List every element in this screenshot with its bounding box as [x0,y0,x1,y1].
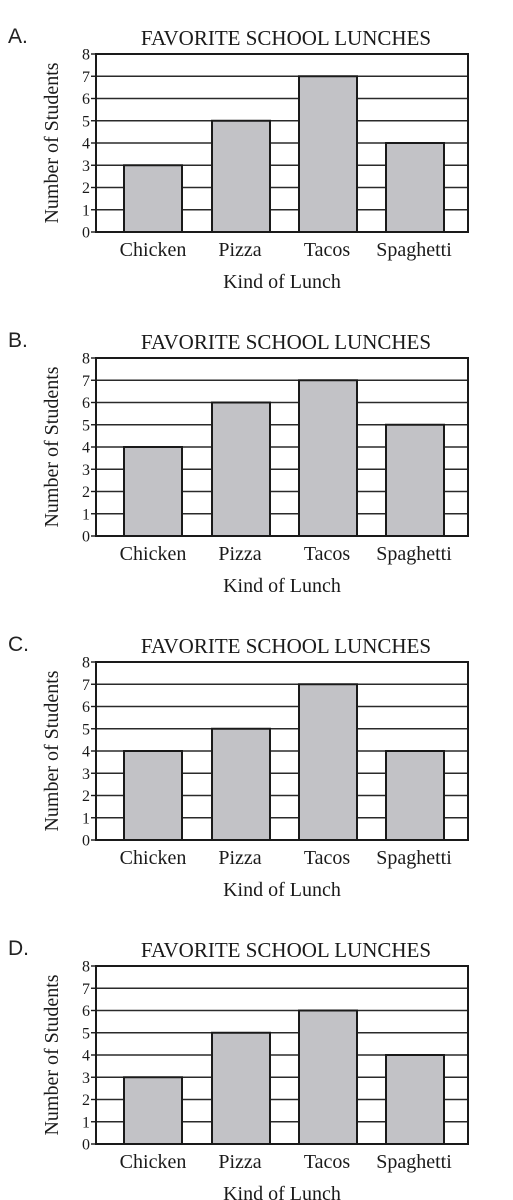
y-tick-label: 6 [82,91,90,108]
y-tick-label: 0 [82,529,90,546]
x-category-label: Tacos [304,239,351,261]
y-tick-label: 1 [82,506,90,523]
y-axis-label: Number of Students [41,366,63,527]
bar-tacos [298,683,358,841]
x-category-label: Chicken [120,543,187,565]
x-axis-label: Kind of Lunch [223,1183,341,1200]
bar-spaghetti [385,1054,445,1145]
y-tick-label: 5 [82,1025,90,1042]
y-tick-label: 0 [82,1137,90,1154]
option-letter: C. [8,633,29,656]
x-category-label: Spaghetti [376,1151,452,1173]
x-category-label: Pizza [218,1151,261,1173]
y-tick-label: 7 [82,981,90,998]
x-category-label: Tacos [304,1151,351,1173]
bar-tacos [298,75,358,233]
y-tick-label: 4 [82,744,90,761]
y-tick-label: 8 [82,655,90,672]
chart-title: FAVORITE SCHOOL LUNCHES [141,26,431,50]
y-tick-label: 8 [82,959,90,976]
y-tick-label: 6 [82,395,90,412]
y-tick-label: 2 [82,788,90,805]
y-tick-label: 3 [82,462,90,479]
chart-title: FAVORITE SCHOOL LUNCHES [141,938,431,962]
chart-title: FAVORITE SCHOOL LUNCHES [141,330,431,354]
y-tick-label: 7 [82,69,90,86]
y-tick-label: 8 [82,351,90,368]
bar-spaghetti [385,750,445,841]
x-category-label: Chicken [120,1151,187,1173]
x-axis-label: Kind of Lunch [223,575,341,597]
y-tick-label: 5 [82,417,90,434]
y-tick-label: 7 [82,373,90,390]
y-tick-label: 1 [82,810,90,827]
x-category-label: Pizza [218,847,261,869]
y-tick-label: 8 [82,47,90,64]
y-tick-label: 1 [82,1114,90,1131]
bar-spaghetti [385,142,445,233]
x-category-label: Pizza [218,543,261,565]
bar-pizza [211,119,271,233]
bar-chicken [123,446,183,537]
y-tick-label: 0 [82,833,90,850]
x-axis-label: Kind of Lunch [223,271,341,293]
chart-panel-d: D. FAVORITE SCHOOL LUNCHES 0 1 2 3 4 5 6 7 8 Chicke… [8,937,469,1200]
x-category-label: Spaghetti [376,239,452,261]
bar-spaghetti [385,423,445,537]
x-category-label: Pizza [218,239,261,261]
y-axis-label: Number of Students [41,974,63,1135]
bar-tacos [298,379,358,537]
y-tick-label: 5 [82,721,90,738]
bar-chicken [123,1076,183,1145]
option-letter: B. [8,329,28,352]
y-tick-label: 0 [82,225,90,242]
bar-chicken [123,164,183,233]
bar-pizza [211,401,271,537]
bar-tacos [298,1009,358,1145]
bar-pizza [211,1031,271,1145]
y-tick-label: 7 [82,677,90,694]
x-category-label: Chicken [120,239,187,261]
y-tick-label: 4 [82,440,90,457]
y-tick-label: 3 [82,158,90,175]
x-category-label: Spaghetti [376,543,452,565]
y-tick-label: 6 [82,1003,90,1020]
y-axis-label: Number of Students [41,670,63,831]
y-tick-label: 4 [82,136,90,153]
chart-panel-b: B. FAVORITE SCHOOL LUNCHES 0 1 2 3 4 5 6 7 8 Chicke… [8,329,469,597]
bar-chicken [123,750,183,841]
option-letter: D. [8,937,29,960]
y-tick-label: 3 [82,766,90,783]
x-category-label: Chicken [120,847,187,869]
y-tick-label: 4 [82,1048,90,1065]
y-tick-label: 1 [82,202,90,219]
chart-panel-a: A. FAVORITE SCHOOL LUNCHES 0 1 2 3 4 5 6 7 8 Chicke… [8,25,469,293]
x-category-label: Tacos [304,847,351,869]
y-tick-label: 2 [82,1092,90,1109]
bar-pizza [211,727,271,841]
chart-title: FAVORITE SCHOOL LUNCHES [141,634,431,658]
option-letter: A. [8,25,28,48]
x-category-label: Tacos [304,543,351,565]
y-tick-label: 6 [82,699,90,716]
y-tick-label: 2 [82,484,90,501]
y-tick-label: 3 [82,1070,90,1087]
x-axis-label: Kind of Lunch [223,879,341,901]
y-axis-label: Number of Students [41,62,63,223]
y-tick-label: 5 [82,113,90,130]
x-category-label: Spaghetti [376,847,452,869]
chart-panel-c: C. FAVORITE SCHOOL LUNCHES 0 1 2 3 4 5 6 7 8 Chicke… [8,633,469,901]
y-tick-label: 2 [82,180,90,197]
